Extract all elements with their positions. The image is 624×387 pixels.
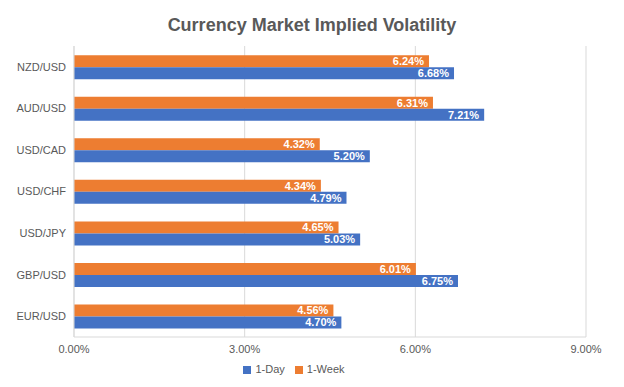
svg-text:4.34%: 4.34% bbox=[285, 180, 316, 192]
svg-text:4.79%: 4.79% bbox=[310, 192, 341, 204]
svg-text:6.75%: 6.75% bbox=[422, 275, 453, 287]
svg-text:USD/CHF: USD/CHF bbox=[17, 185, 66, 197]
svg-text:6.00%: 6.00% bbox=[400, 343, 431, 355]
html-text:1-Day: 1-Day bbox=[255, 363, 285, 375]
svg-text:USD/JPY: USD/JPY bbox=[20, 227, 67, 239]
svg-text:4.32%: 4.32% bbox=[284, 138, 315, 150]
svg-text:6.01%: 6.01% bbox=[380, 263, 411, 275]
html-text:1-Week: 1-Week bbox=[306, 363, 345, 375]
svg-text:5.03%: 5.03% bbox=[324, 233, 355, 245]
svg-text:EUR/USD: EUR/USD bbox=[16, 310, 66, 322]
svg-text:7.21%: 7.21% bbox=[448, 109, 479, 121]
html-text:Currency Market Implied Volati: Currency Market Implied Volatility bbox=[167, 15, 457, 35]
svg-text:6.24%: 6.24% bbox=[393, 55, 424, 67]
svg-text:GBP/USD: GBP/USD bbox=[16, 269, 66, 281]
svg-text:USD/CAD: USD/CAD bbox=[16, 144, 66, 156]
svg-text:4.56%: 4.56% bbox=[297, 304, 328, 316]
svg-text:NZD/USD: NZD/USD bbox=[17, 61, 66, 73]
svg-text:6.68%: 6.68% bbox=[418, 67, 449, 79]
svg-text:0.00%: 0.00% bbox=[58, 343, 89, 355]
svg-text:5.20%: 5.20% bbox=[334, 150, 365, 162]
svg-text:3.00%: 3.00% bbox=[229, 343, 260, 355]
svg-text:AUD/USD: AUD/USD bbox=[16, 102, 66, 114]
svg-text:9.00%: 9.00% bbox=[570, 343, 601, 355]
svg-text:4.70%: 4.70% bbox=[305, 316, 336, 328]
svg-text:4.65%: 4.65% bbox=[302, 221, 333, 233]
svg-text:6.31%: 6.31% bbox=[397, 97, 428, 109]
